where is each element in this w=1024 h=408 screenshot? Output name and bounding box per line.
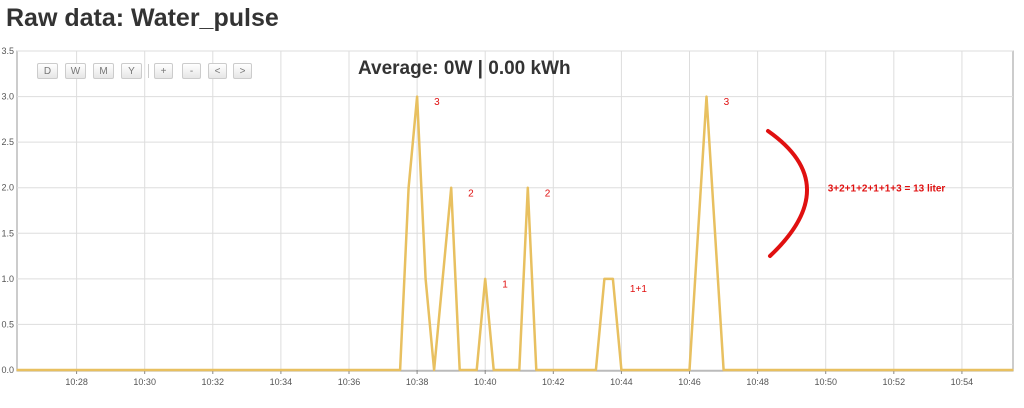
peak-annotation: 3 bbox=[434, 97, 440, 108]
y-tick-label: 1.0 bbox=[1, 274, 14, 284]
data-point bbox=[484, 278, 487, 280]
previous-button[interactable]: < bbox=[208, 63, 227, 79]
chart-frame bbox=[16, 50, 1014, 372]
axes: 10:28 10:30 10:32 10:34 10:36 10:38 10:40 10:42… bbox=[1, 46, 973, 387]
total-annotation: 3+2+1+2+1+1+3 = 13 liter bbox=[828, 184, 946, 195]
data-point bbox=[475, 369, 478, 371]
x-tick-label: 10:42 bbox=[542, 377, 565, 387]
peak-annotation: 2 bbox=[545, 188, 551, 199]
series-line bbox=[17, 95, 1013, 372]
week-button[interactable]: W bbox=[65, 63, 86, 79]
data-point bbox=[458, 369, 461, 371]
x-tick-label: 10:34 bbox=[270, 377, 293, 387]
x-tick-label: 10:28 bbox=[65, 377, 88, 387]
month-button[interactable]: M bbox=[93, 63, 114, 79]
year-button[interactable]: Y bbox=[121, 63, 142, 79]
data-point bbox=[416, 95, 418, 98]
peak-annotation: 1 bbox=[502, 279, 508, 290]
x-tick-label: 10:48 bbox=[746, 377, 769, 387]
y-tick-label: 3.5 bbox=[1, 46, 14, 56]
y-tick-label: 1.5 bbox=[1, 228, 14, 238]
x-tick-label: 10:40 bbox=[474, 377, 497, 387]
zoom-out-button[interactable]: - bbox=[182, 63, 201, 79]
y-tick-label: 0.0 bbox=[1, 365, 14, 375]
average-readout: Average: 0W | 0.00 kWh bbox=[358, 58, 571, 79]
data-point bbox=[16, 369, 18, 371]
data-point bbox=[620, 369, 623, 371]
data-point bbox=[595, 369, 597, 371]
data-point bbox=[399, 369, 401, 371]
data-point bbox=[705, 95, 708, 98]
data-point bbox=[424, 278, 427, 280]
data-point bbox=[535, 369, 538, 371]
data-point bbox=[450, 186, 452, 189]
data-point bbox=[407, 186, 410, 189]
x-tick-label: 10:38 bbox=[406, 377, 429, 387]
series bbox=[16, 95, 1014, 372]
data-point bbox=[603, 278, 606, 280]
next-button[interactable]: > bbox=[233, 63, 252, 79]
peak-annotation: 3 bbox=[724, 97, 730, 108]
data-point bbox=[612, 278, 614, 280]
data-point bbox=[526, 186, 529, 189]
bracket-mark bbox=[766, 129, 809, 258]
x-tick-label: 10:30 bbox=[133, 377, 156, 387]
page-title: Raw data: Water_pulse bbox=[6, 4, 279, 32]
x-tick-label: 10:36 bbox=[338, 377, 361, 387]
x-tick-label: 10:52 bbox=[883, 377, 906, 387]
data-point bbox=[722, 369, 725, 371]
peak-annotation: 2 bbox=[468, 188, 474, 199]
y-tick-label: 2.0 bbox=[1, 183, 14, 193]
y-tick-label: 3.0 bbox=[1, 92, 14, 102]
data-point bbox=[1012, 369, 1014, 371]
toolbar-separator bbox=[148, 64, 149, 78]
zoom-in-button[interactable]: + bbox=[154, 63, 173, 79]
data-point bbox=[433, 369, 435, 371]
x-tick-label: 10:46 bbox=[678, 377, 701, 387]
x-tick-label: 10:32 bbox=[202, 377, 225, 387]
y-tick-label: 2.5 bbox=[1, 137, 14, 147]
data-point bbox=[492, 369, 495, 371]
x-tick-label: 10:44 bbox=[610, 377, 633, 387]
x-tick-label: 10:54 bbox=[951, 377, 974, 387]
peak-annotation: 1+1 bbox=[630, 284, 647, 295]
day-button[interactable]: D bbox=[37, 63, 58, 79]
y-tick-label: 0.5 bbox=[1, 319, 14, 329]
x-tick-label: 10:50 bbox=[814, 377, 837, 387]
data-point bbox=[518, 369, 521, 371]
data-point bbox=[688, 369, 691, 371]
annotations: 3 2 1 2 1+1 3 3+2+1+2+1+1+3 = 13 liter bbox=[434, 97, 945, 295]
